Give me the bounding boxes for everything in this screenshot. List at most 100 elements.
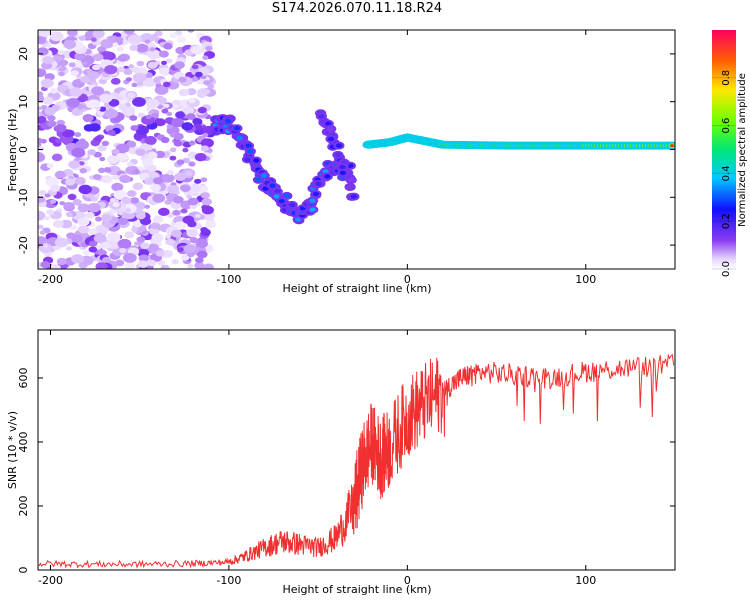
spectrogram-cell xyxy=(90,37,97,42)
spectrogram-cell xyxy=(169,32,178,39)
spectrogram-cell xyxy=(197,106,207,114)
spectrogram-cell xyxy=(339,164,346,170)
spectrogram-cell xyxy=(225,118,232,124)
spectrogram-ytick-label: -10 xyxy=(17,188,30,206)
spectrogram-cell xyxy=(88,123,101,132)
spectrogram-cell xyxy=(171,229,182,238)
colorbar-gradient xyxy=(712,30,736,269)
spectrogram-cell xyxy=(327,136,335,142)
spectrogram-cell xyxy=(123,30,135,35)
spectrogram-cell xyxy=(117,238,132,249)
colorbar-tick-label: 0.0 xyxy=(721,261,732,277)
spectrogram-cell xyxy=(166,170,174,176)
spectrogram-cell xyxy=(347,184,354,190)
spectrogram-cell xyxy=(184,170,193,177)
spectrogram-cell xyxy=(175,111,186,119)
spectrogram-cell xyxy=(151,233,164,242)
spectrogram-cell xyxy=(339,170,347,175)
spectrogram-cell xyxy=(202,132,209,138)
spectrogram-cell xyxy=(147,259,157,267)
spectrogram-cell xyxy=(202,55,209,60)
spectrogram-cell xyxy=(130,125,139,131)
spectrogram-cell xyxy=(152,177,163,185)
spectrogram-cell xyxy=(54,124,67,133)
spectrogram-cell xyxy=(165,238,175,246)
spectrogram-cell xyxy=(176,159,185,165)
spectrogram-cell xyxy=(194,152,207,162)
spectrogram-cell xyxy=(139,33,154,43)
spectrogram-cell xyxy=(201,198,212,206)
spectrogram-cell xyxy=(78,35,87,41)
spectrogram-cell xyxy=(151,112,159,119)
spectrogram-xtick-label: 0 xyxy=(404,273,411,286)
spectrogram-cell xyxy=(106,155,119,164)
spectrogram-cell xyxy=(104,108,119,119)
spectrogram-xtick-label: -200 xyxy=(38,273,63,286)
spectrogram-cell xyxy=(188,140,196,146)
spectrogram-cell xyxy=(171,259,179,265)
spectrogram-cell xyxy=(43,215,50,221)
snr-xtick-label: 100 xyxy=(575,574,596,587)
spectrogram-cell xyxy=(101,175,113,184)
spectrogram-cell xyxy=(154,118,166,127)
spectrogram-cell xyxy=(173,79,179,84)
snr-xlabel: Height of straight line (km) xyxy=(282,583,431,596)
spectrogram-cell xyxy=(77,225,90,234)
spectrogram-cell xyxy=(163,42,173,50)
spectrogram-cell xyxy=(119,247,127,254)
spectrogram-cell xyxy=(101,213,113,222)
spectrogram-cell xyxy=(38,189,47,196)
spectrogram-cell xyxy=(165,58,173,64)
spectrogram-cell xyxy=(59,59,69,66)
spectrogram-ytick-label: 10 xyxy=(17,95,30,109)
spectrogram-cell xyxy=(70,70,79,77)
spectrogram-cell xyxy=(162,249,173,258)
snr-ytick-label: 200 xyxy=(17,496,30,517)
spectrogram-cell xyxy=(124,231,135,239)
spectrogram-cell xyxy=(129,44,138,51)
spectrogram-cell xyxy=(94,135,103,142)
spectrogram-cell xyxy=(135,125,150,135)
spectrogram-cell xyxy=(38,115,47,124)
spectrogram-cell xyxy=(38,243,53,254)
spectrogram-cell xyxy=(38,146,45,151)
spectrogram-cell xyxy=(205,45,213,51)
spectrogram-cell xyxy=(115,152,129,162)
spectrogram-cell xyxy=(88,246,98,253)
spectrogram-cell xyxy=(200,74,207,80)
spectrogram-cell xyxy=(71,147,86,158)
colorbar-tick-label: 0.6 xyxy=(721,118,732,134)
spectrogram-cell xyxy=(178,76,187,83)
spectrogram-ytick-label: 20 xyxy=(17,47,30,61)
spectrogram-cell xyxy=(245,143,252,148)
spectrogram-cell xyxy=(176,36,186,43)
spectrogram-cell xyxy=(137,260,149,268)
spectrogram-cell xyxy=(66,98,80,108)
spectrogram-cell xyxy=(152,215,164,224)
spectrogram-cell xyxy=(93,233,107,243)
spectrogram-cell xyxy=(122,252,137,263)
spectrogram-cell xyxy=(273,194,280,199)
spectrogram-cell xyxy=(334,152,342,158)
spectrogram-cell xyxy=(183,244,196,253)
snr-xtick-label: 0 xyxy=(404,574,411,587)
spectrogram-cell xyxy=(318,114,325,119)
spectrogram-cell xyxy=(45,43,52,48)
spectrogram-cell xyxy=(126,161,134,167)
spectrogram-cell xyxy=(78,161,85,166)
spectrogram-cell xyxy=(54,237,69,248)
spectrogram-cell xyxy=(135,43,149,53)
colorbar-tick-label: 0.4 xyxy=(721,165,732,181)
spectrogram-cell xyxy=(322,169,329,174)
spectrogram-cell xyxy=(118,104,128,111)
spectrogram-cell xyxy=(189,237,199,244)
spectrogram-cell xyxy=(46,120,57,128)
spectrogram-cell xyxy=(159,67,171,76)
spectrogram-cell xyxy=(182,157,191,164)
spectrogram-cell xyxy=(58,71,65,77)
spectrogram-cell xyxy=(45,177,60,187)
spectrogram-cell xyxy=(101,140,110,147)
spectrogram-cell xyxy=(136,60,145,67)
spectrogram-cell xyxy=(79,168,88,174)
snr-xtick-label: -100 xyxy=(216,574,241,587)
